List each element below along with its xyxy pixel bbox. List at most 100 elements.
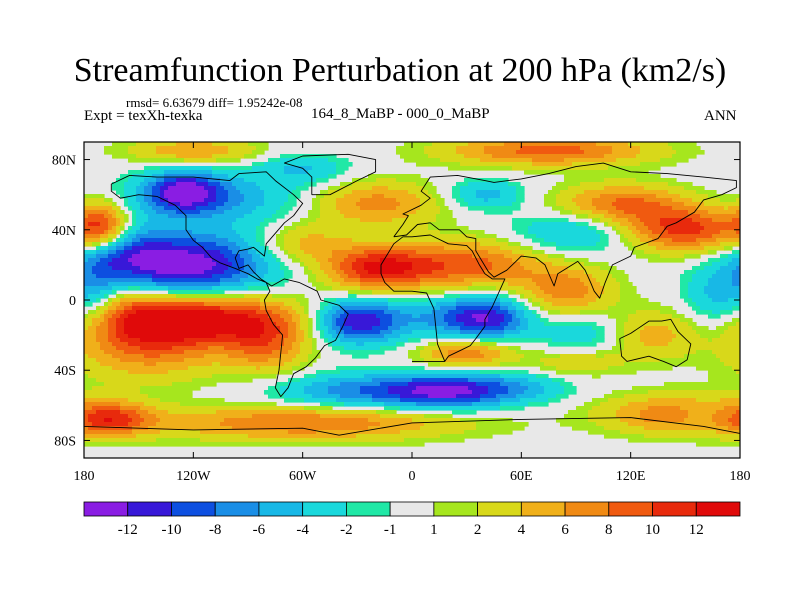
contour-cell	[136, 234, 217, 239]
contour-cell	[224, 418, 369, 423]
contour-cell	[480, 394, 497, 399]
contour-cell	[344, 330, 381, 335]
contour-cell	[628, 246, 637, 251]
contour-cell	[616, 198, 645, 203]
contour-cell	[520, 246, 533, 251]
contour-cell	[412, 418, 461, 423]
contour-cell	[84, 234, 101, 239]
contour-cell	[120, 406, 141, 411]
contour-cell	[264, 202, 285, 207]
contour-cell	[300, 246, 353, 251]
contour-cell	[416, 402, 473, 407]
contour-cell	[120, 402, 145, 407]
contour-cell	[156, 422, 221, 427]
contour-cell	[332, 342, 357, 347]
contour-cell	[424, 346, 441, 351]
contour-cell	[436, 218, 457, 223]
contour-cell	[628, 142, 669, 147]
contour-cell	[84, 210, 109, 215]
x-tick-label: 0	[409, 469, 416, 484]
contour-cell	[676, 150, 705, 155]
contour-cell	[128, 198, 137, 203]
contour-cell	[88, 310, 97, 315]
contour-cell	[732, 250, 740, 255]
contour-cell	[572, 198, 593, 203]
contour-cell	[384, 334, 401, 339]
contour-cell	[716, 410, 737, 415]
contour-cell	[224, 210, 253, 215]
contour-cell	[124, 318, 261, 323]
contour-cell	[656, 194, 681, 199]
contour-cell	[596, 230, 605, 235]
contour-cell	[516, 350, 545, 355]
contour-cell	[712, 298, 729, 303]
contour-cell	[116, 310, 125, 315]
contour-cell	[616, 302, 661, 307]
contour-cell	[144, 418, 161, 423]
contour-cell	[508, 322, 521, 327]
contour-cell	[348, 274, 361, 279]
contour-cell	[692, 274, 713, 279]
contour-cell	[512, 226, 529, 231]
contour-cell	[268, 394, 285, 399]
contour-cell	[476, 318, 489, 323]
contour-cell	[220, 182, 233, 187]
contour-cell	[124, 214, 129, 219]
experiment-label: Expt = texXh-texka	[84, 108, 203, 124]
contour-cell	[100, 290, 113, 295]
contour-cell	[680, 282, 689, 287]
contour-cell	[644, 250, 709, 255]
contour-cell	[356, 342, 365, 347]
contour-cell	[348, 314, 377, 319]
contour-cell	[280, 314, 293, 319]
contour-cell	[704, 202, 740, 207]
contour-cell	[316, 286, 333, 291]
contour-cell	[296, 310, 305, 315]
contour-cell	[356, 202, 401, 207]
contour-cell	[360, 386, 389, 391]
contour-cell	[324, 194, 345, 199]
contour-cell	[708, 338, 713, 343]
contour-cell	[444, 326, 461, 331]
contour-cell	[312, 342, 317, 347]
contour-cell	[364, 342, 397, 347]
contour-cell	[560, 354, 597, 359]
contour-cell	[140, 338, 185, 343]
contour-cell	[380, 382, 409, 387]
contour-cell	[408, 350, 421, 355]
contour-cell	[396, 206, 421, 211]
contour-cell	[192, 230, 237, 235]
contour-cell	[264, 326, 281, 331]
contour-cell	[84, 342, 101, 347]
contour-cell	[548, 190, 561, 195]
contour-cell	[108, 330, 117, 335]
contour-cell	[624, 210, 689, 215]
contour-cell	[120, 302, 133, 307]
contour-cell	[300, 350, 313, 355]
contour-cell	[576, 194, 601, 199]
contour-cell	[84, 370, 129, 375]
contour-cell	[564, 178, 605, 183]
contour-cell	[356, 270, 369, 275]
contour-cell	[364, 250, 417, 255]
contour-cell	[660, 254, 685, 259]
contour-cell	[436, 198, 445, 203]
contour-cell	[132, 302, 205, 307]
contour-cell	[216, 410, 317, 415]
contour-cell	[340, 262, 353, 267]
contour-cell	[372, 186, 389, 191]
contour-cell	[540, 382, 561, 387]
contour-cell	[660, 222, 701, 227]
contour-cell	[320, 314, 325, 319]
contour-cell	[712, 414, 733, 419]
contour-cell	[84, 294, 89, 299]
contour-cell	[604, 434, 645, 439]
contour-cell	[328, 310, 337, 315]
contour-cell	[532, 270, 585, 275]
contour-cell	[576, 222, 589, 227]
contour-cell	[104, 302, 109, 307]
contour-cell	[96, 334, 109, 339]
contour-cell	[428, 298, 457, 303]
contour-cell	[96, 246, 101, 251]
contour-cell	[184, 350, 245, 355]
